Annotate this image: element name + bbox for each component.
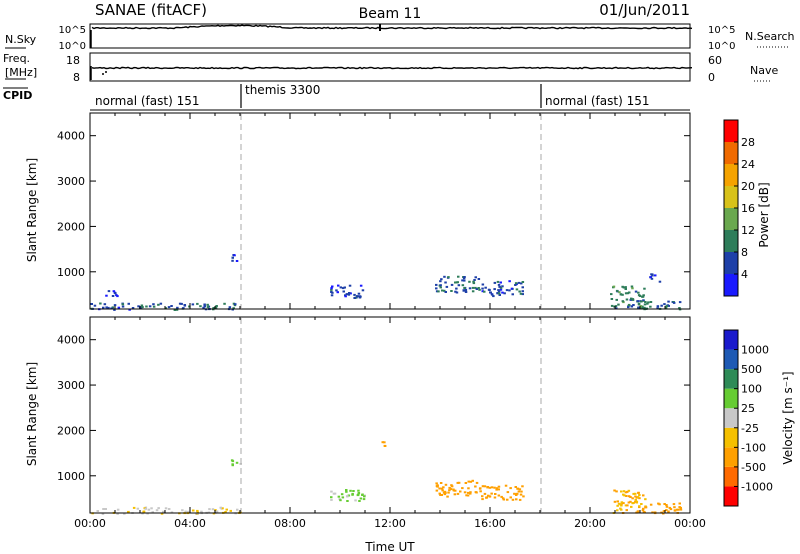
velocity-panel-border: [89, 316, 691, 514]
power-data-region: [435, 275, 481, 294]
velocity-colorbar-tick-label: -100: [741, 441, 766, 454]
power-colorbar-label: Power [dB]: [757, 182, 771, 247]
power-data-region: [330, 284, 365, 299]
cpid-label: CPID: [3, 89, 32, 102]
power-panel-border: [89, 112, 691, 310]
velocity-colorbar-frame: [723, 329, 739, 507]
beam-title: Beam 11: [359, 6, 422, 22]
station-title: SANAE (fitACF): [95, 1, 207, 19]
power-colorbar-tick-label: 20: [741, 180, 755, 193]
power-panel: 1000 2000 3000 4000 Slant Range [km]: [25, 112, 691, 311]
cpid-segment-label: normal (fast) 151: [545, 94, 649, 108]
noise-panel-frame: [89, 23, 691, 49]
velocity-colorbar-swatch: [724, 330, 738, 350]
power-colorbar-tick-label: 24: [741, 158, 755, 171]
power-colorbar-swatch: [724, 252, 738, 274]
date-title: 01/Jun/2011: [599, 1, 690, 19]
velocity-xtick-label: 20:00: [574, 517, 606, 530]
cpid-segment-label: themis 3300: [245, 83, 320, 97]
noise-left-tick-low: 10^0: [59, 41, 86, 52]
velocity-colorbar-tick-label: 500: [741, 363, 762, 376]
velocity-xtick-label: 04:00: [174, 517, 206, 530]
power-colorbar-tick-label: 4: [741, 268, 748, 281]
velocity-ytick-label: 4000: [57, 334, 85, 347]
velocity-colorbar-tick-label: 25: [741, 402, 755, 415]
velocity-ytick-label: 1000: [57, 470, 85, 483]
freq-left-label-2: [MHz]: [5, 66, 37, 79]
power-colorbar-swatch: [724, 186, 738, 208]
velocity-colorbar-tick-label: -500: [741, 461, 766, 474]
power-colorbar-tick-label: 28: [741, 136, 755, 149]
power-colorbar-swatch: [724, 142, 738, 164]
noise-left-label: N.Sky: [5, 33, 37, 46]
power-colorbar-swatch: [724, 230, 738, 252]
velocity-colorbar-swatch: [724, 369, 738, 389]
power-colorbar-tick-label: 8: [741, 246, 748, 259]
power-colorbar-swatch: [724, 208, 738, 230]
velocity-data-region: [381, 441, 387, 447]
velocity-panel: 1000 2000 3000 4000 00:00 04:00 08:00 12:00 16:…: [25, 316, 706, 530]
velocity-colorbar-swatch: [724, 486, 738, 506]
noise-left-tick-high: 10^5: [59, 25, 86, 36]
velocity-colorbar-label: Velocity [m s⁻¹]: [781, 371, 795, 464]
velocity-colorbar-swatch: [724, 388, 738, 409]
freq-left-tick-high: 18: [66, 54, 80, 67]
velocity-ytick-label: 3000: [57, 379, 85, 392]
velocity-colorbar-swatch: [724, 466, 738, 487]
power-colorbar: 4 8 12 16 20 24 28: [723, 119, 755, 297]
power-data-region: [481, 280, 525, 298]
power-data-region: [231, 254, 239, 262]
power-data-region: [649, 273, 662, 283]
freq-panel-frame: [89, 52, 691, 82]
noise-right-tick-high: 10^5: [708, 25, 735, 36]
velocity-panel-frame: [89, 316, 691, 514]
velocity-xtick-label: 08:00: [274, 517, 306, 530]
power-ytick-label: 1000: [57, 266, 85, 279]
velocity-xtick-label: 00:00: [674, 517, 706, 530]
velocity-ytick-label: 2000: [57, 424, 85, 437]
velocity-xtick-label: 16:00: [474, 517, 506, 530]
cpid-segment-label: normal (fast) 151: [95, 94, 199, 108]
power-colorbar-tick-label: 12: [741, 224, 755, 237]
velocity-xlabel: Time UT: [364, 540, 415, 554]
velocity-ylabel: Slant Range [km]: [25, 362, 39, 466]
power-ytick-label: 2000: [57, 220, 85, 233]
power-ylabel: Slant Range [km]: [25, 158, 39, 262]
power-panel-frame: [89, 112, 691, 310]
velocity-colorbar: 1000 500 100 25 -25 -100 -500 -1000: [723, 329, 773, 507]
velocity-colorbar-swatch: [724, 408, 738, 428]
velocity-colorbar-tick-label: 1000: [741, 344, 769, 357]
freq-trace: [91, 66, 693, 70]
velocity-xtick-label: 00:00: [74, 517, 106, 530]
velocity-xtick-label: 12:00: [374, 517, 406, 530]
velocity-colorbar-tick-label: -1000: [741, 480, 773, 493]
noise-sky-trace: [91, 24, 693, 30]
nave-right-label: Nave: [750, 64, 778, 77]
power-colorbar-swatch: [724, 120, 738, 142]
freq-left-tick-low: 8: [73, 71, 80, 84]
power-data-region: [105, 290, 119, 298]
velocity-data-region: [435, 479, 482, 498]
nave-dot: [102, 73, 104, 75]
freq-right-tick-low: 0: [708, 71, 715, 84]
velocity-colorbar-swatch: [724, 447, 738, 467]
velocity-colorbar-swatch: [724, 427, 738, 448]
power-colorbar-swatch: [724, 274, 738, 296]
freq-left-label-1: Freq.: [3, 52, 30, 65]
velocity-data-region: [481, 484, 525, 501]
velocity-colorbar-swatch: [724, 349, 738, 370]
noise-right-tick-low: 10^0: [708, 41, 735, 52]
velocity-colorbar-tick-label: 100: [741, 383, 762, 396]
power-colorbar-swatch: [724, 164, 738, 186]
noise-right-label: N.Search: [745, 30, 795, 43]
power-colorbar-tick-label: 16: [741, 202, 755, 215]
power-ytick-label: 4000: [57, 130, 85, 143]
nave-dot: [105, 71, 107, 73]
velocity-colorbar-tick-label: -25: [741, 422, 759, 435]
freq-right-tick-high: 60: [708, 54, 722, 67]
power-ytick-label: 3000: [57, 175, 85, 188]
velocity-data-region: [330, 489, 366, 502]
